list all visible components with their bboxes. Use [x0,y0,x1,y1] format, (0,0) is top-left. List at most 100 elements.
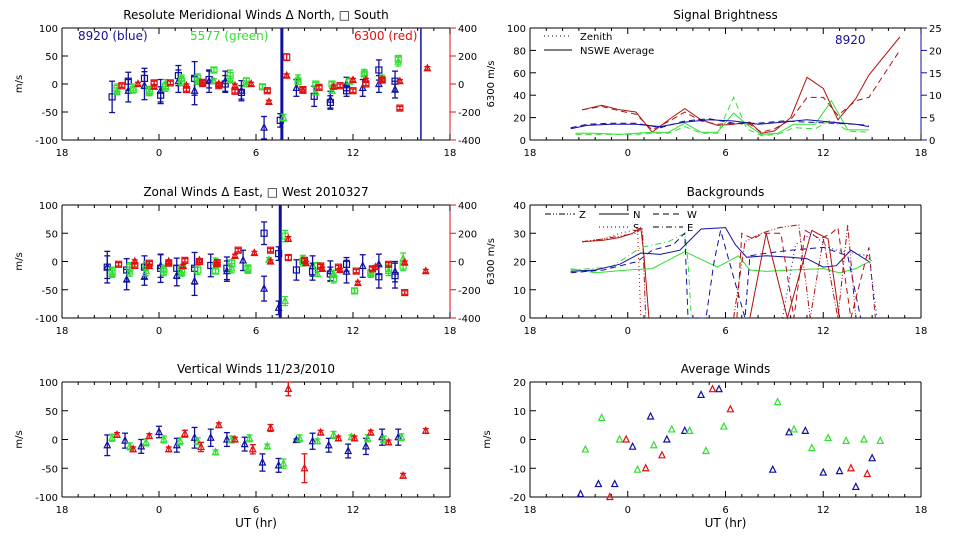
y2-tick-label: 20 [929,46,942,57]
data-point-triangle [248,444,257,453]
x-tick-label: 6 [722,505,728,516]
x-tick-label: 18 [524,505,537,516]
data-point-square [394,55,402,63]
data-point-triangle [576,489,585,498]
data-point-triangle [112,86,121,95]
series-8920-w [570,230,862,319]
data-point-triangle [334,433,343,442]
y-tick-label: 50 [45,229,58,240]
data-point-triangle [122,274,131,283]
data-point-triangle [868,453,877,462]
y2-tick-label: 400 [458,24,477,35]
data-point-triangle [177,73,186,82]
data-point-triangle [349,75,357,84]
data-point-triangle [667,424,676,433]
data-point-triangle [318,264,327,272]
y-tick-label: -50 [42,286,58,297]
chart-title: Signal Brightness [673,8,778,22]
y2-tick-label: 200 [458,229,477,240]
y2-tick-label: 200 [458,52,477,63]
series-6300-red- [118,53,432,112]
x-axis-label: UT (hr) [235,516,277,530]
series-line [570,119,869,130]
data-point-triangle [646,411,655,420]
data-point-square [378,76,386,84]
series-5577-nswe-average [575,99,869,135]
data-point-triangle [374,259,383,268]
data-point-triangle [633,464,642,473]
data-point-triangle [112,430,121,438]
data-point-triangle [421,266,430,275]
data-point-triangle [308,436,317,445]
data-point-triangle [400,257,409,266]
series-5577-green- [108,229,408,307]
data-point-triangle [807,443,816,452]
data-point-triangle [605,492,614,501]
data-point-triangle [247,79,256,88]
x-tick-label: 6 [253,326,259,337]
y-tick-label: 0 [520,136,526,147]
y-tick-label: 0 [52,258,58,269]
y-tick-label: 40 [513,201,526,212]
data-point-triangle [298,85,307,94]
legend-label: S [633,223,639,234]
series-5577-green- [581,397,885,473]
data-point-triangle [281,296,290,305]
data-point-square [215,82,223,90]
x-tick-label: 18 [444,326,457,337]
series-line [736,226,876,319]
data-point-triangle [350,433,359,442]
data-point-triangle [329,81,338,90]
y2-tick-label: 10 [929,91,942,102]
data-point-square [292,266,301,274]
series-5577-n [570,251,873,274]
data-point-triangle [384,437,393,446]
series-6300-n-late- [749,229,840,320]
data-point-triangle [801,426,810,434]
series-5577-green- [108,430,406,469]
data-point-triangle [726,404,735,413]
y-tick-label: 0 [52,80,58,91]
data-point-triangle [379,434,388,443]
data-point-triangle [302,258,311,267]
data-point-triangle [313,436,322,445]
x-tick-label: 6 [253,148,259,159]
data-point-square [234,246,242,254]
data-point-square [367,269,375,277]
y2-tick-label: 0 [458,80,464,91]
data-point-triangle [211,447,220,456]
data-point-triangle [108,269,117,278]
y-axis-label: m/s [14,252,25,270]
y-tick-label: 100 [39,201,58,212]
x-tick-label: 12 [347,148,360,159]
data-point-triangle [391,84,400,93]
panel-average: Average Winds 18 0 6 12 18 UT (hr) 20 10 0 -10 -20 m… [482,362,927,530]
y-tick-label: -100 [35,136,58,147]
data-point-triangle [876,436,885,445]
data-point-triangle [129,444,138,453]
data-point-triangle [628,441,637,450]
series-6300-red- [112,381,430,484]
chart-title: Backgrounds [687,185,765,199]
data-point-square [275,249,283,258]
data-point-square [375,66,383,74]
chart-title: Average Winds [681,362,771,376]
data-point-triangle [685,426,694,434]
data-point-triangle [863,469,872,478]
y2-tick-label: 0 [458,258,464,269]
x-tick-label: 18 [915,148,928,159]
data-point-square [342,260,351,268]
data-point-triangle [239,255,248,264]
y2-tick-label: 5 [929,114,935,125]
data-point-square [211,267,220,275]
y2-tick-label: -400 [458,314,481,325]
data-point-square [166,79,174,87]
y2-axis-label: 6300 m/s [486,238,497,285]
y-tick-label: -100 [35,314,58,325]
x-tick-label: 0 [625,505,631,516]
series-8920-s [782,232,878,319]
data-point-triangle [835,466,844,475]
series-line [582,226,642,319]
panel-vertical: Vertical Winds 11/23/2010 18 0 6 12 18 UT (hr)… [14,362,456,530]
